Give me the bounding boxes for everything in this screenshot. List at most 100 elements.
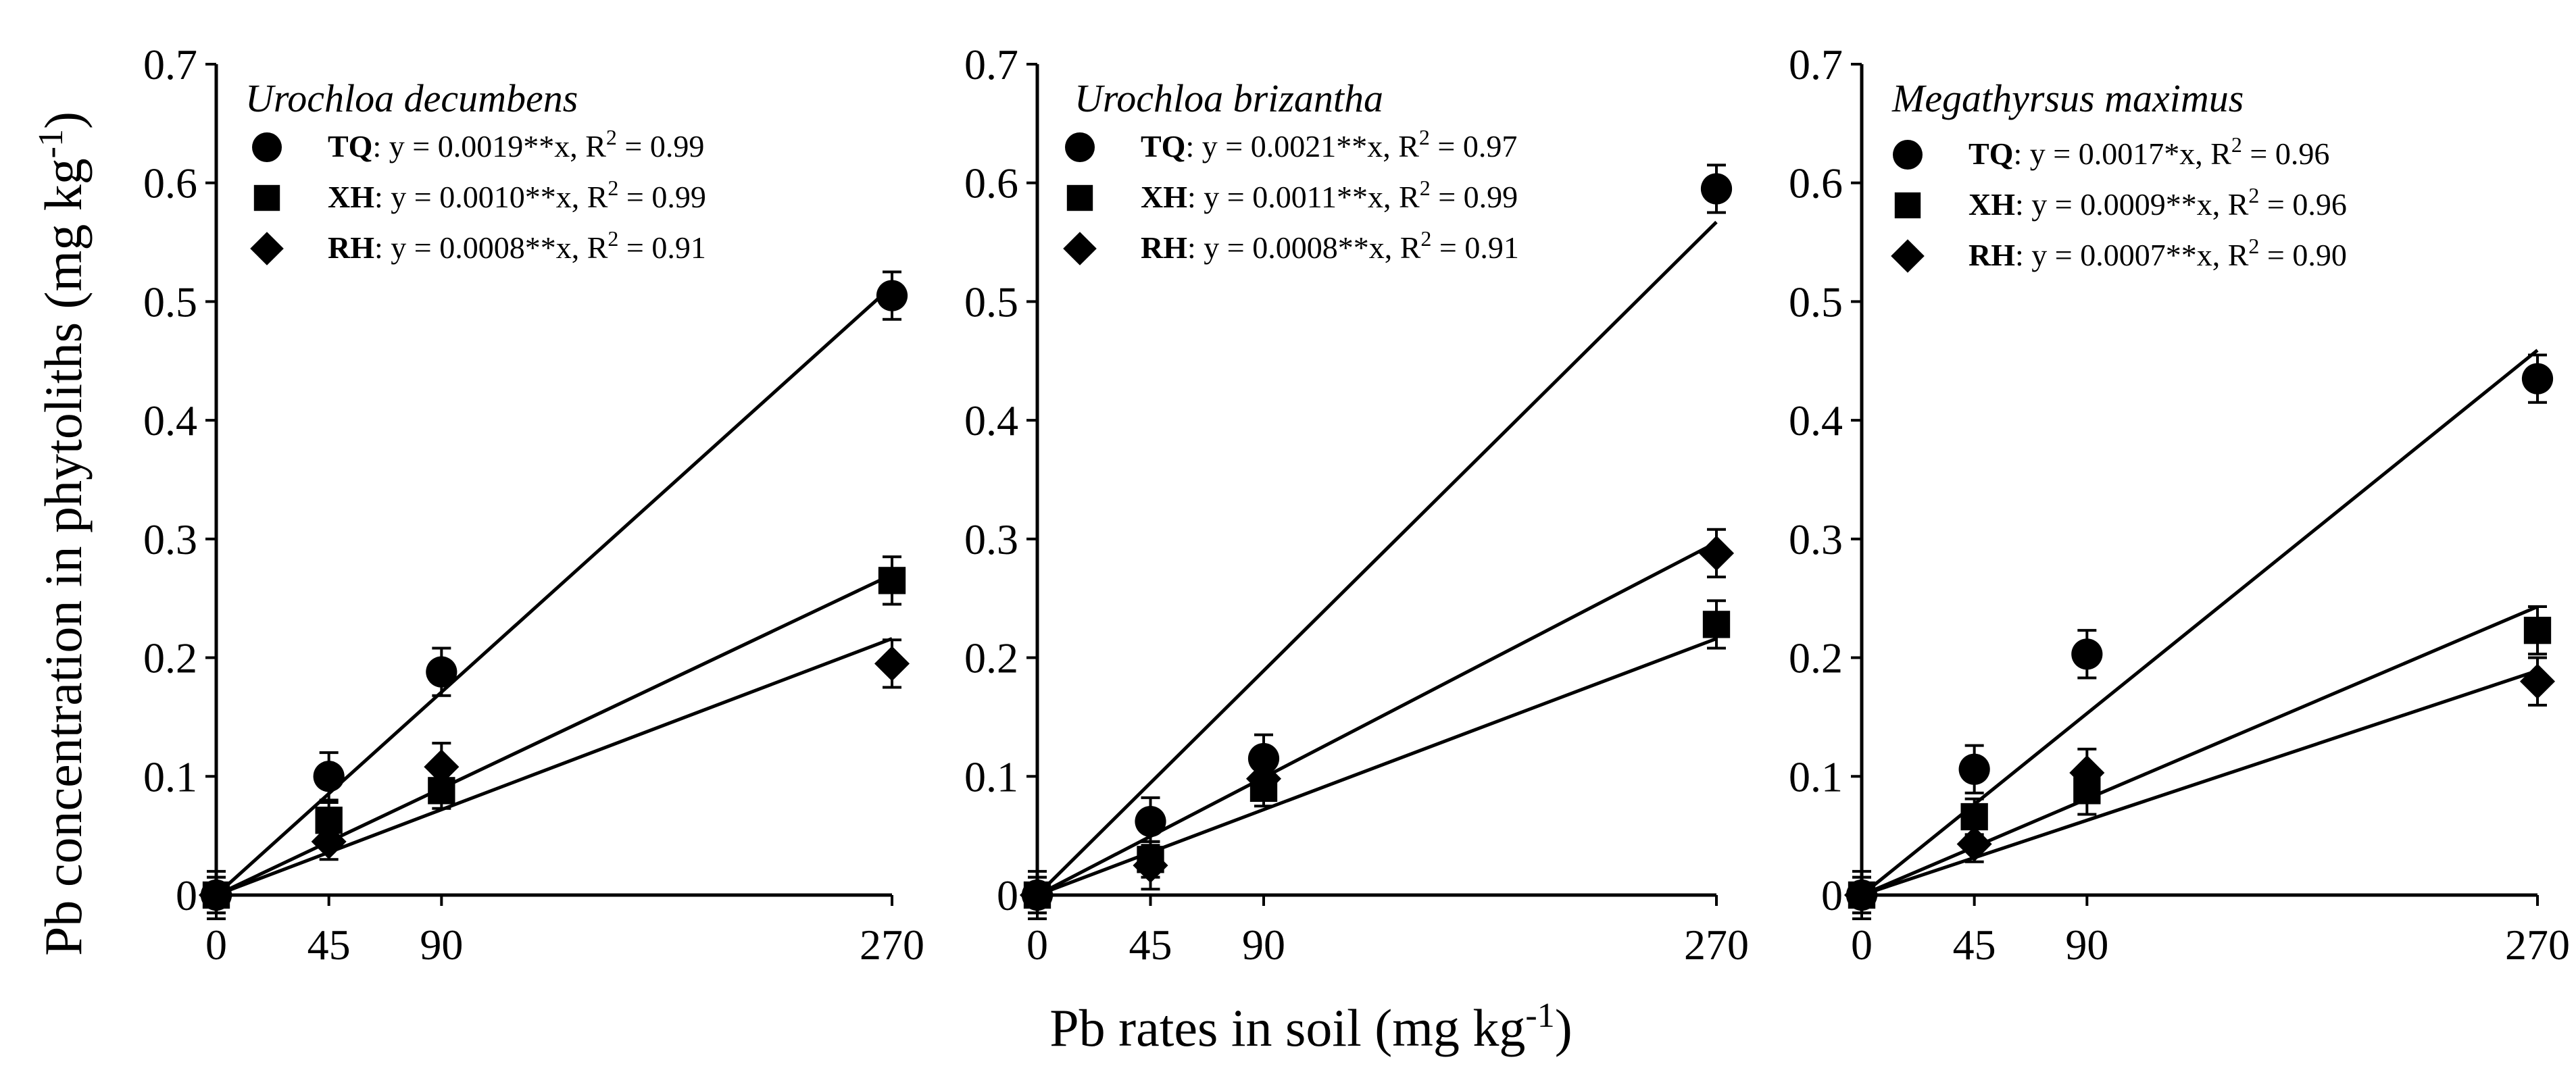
regression-line-rh [1861,669,2538,897]
legend-label: TQ: y = 0.0019**x, R2 = 0.99 [328,125,704,163]
legend-key: XH [1968,187,2015,222]
x-tick-label: 270 [2505,921,2570,969]
legend-r2-sup: 2 [1419,125,1430,149]
data-point-tq [1135,805,1166,838]
legend-label: TQ: y = 0.0021**x, R2 = 0.97 [1141,125,1517,163]
legend-r2-value: = 0.91 [618,230,705,265]
legend-r2-sup: 2 [608,226,618,251]
panel-title: Urochloa decumbens [245,76,578,120]
x-tick-label: 0 [1026,921,1048,969]
data-point-rh [1956,826,1992,862]
regression-line-xh [1036,540,1718,897]
legend-r2-sup: 2 [1420,176,1431,200]
data-point-rh [1843,877,1880,913]
legend-marker-diamond [1891,239,1925,273]
legend-equation: : y = 0.0008**x, R [374,230,608,265]
data-point-rh [198,877,234,913]
data-point-rh [424,749,460,785]
data-point-xh [2523,616,2552,644]
y-tick-label: 0.6 [964,159,1018,207]
x-tick-label: 45 [1953,921,1996,969]
y-tick-label: 0 [176,871,197,919]
panel-title: Urochloa brizantha [1074,76,1383,120]
data-point-tq [426,656,457,688]
legend-r2-sup: 2 [2248,183,2259,207]
x-tick-label: 45 [1129,921,1172,969]
legend-r2-value: = 0.90 [2259,238,2346,272]
x-tick-label: 90 [1242,921,1285,969]
legend-r2-value: = 0.99 [1431,180,1518,214]
data-point-xh [1702,611,1731,638]
data-point-tq [876,280,908,311]
y-tick-label: 0.3 [1789,515,1843,563]
y-tick-label: 0.7 [143,41,197,88]
data-point-rh [874,646,910,682]
legend-label: RH: y = 0.0007**x, R2 = 0.90 [1968,234,2347,272]
y-tick-label: 0.5 [143,278,197,326]
data-point-tq [1247,742,1280,775]
y-axis-title-sup: -1 [32,129,70,158]
legend-key: RH [1141,230,1187,265]
regression-line-tq [215,284,893,896]
legend-label: TQ: y = 0.0017*x, R2 = 0.96 [1968,132,2329,171]
legend-equation: : y = 0.0017*x, R [2013,136,2231,171]
legend-equation: : y = 0.0009**x, R [2015,187,2249,222]
y-tick-label: 0.7 [1789,41,1843,88]
regression-line-tq [1036,220,1718,896]
x-tick-label: 270 [860,921,924,969]
chart-panel-2: 0 0.1 0.2 0.3 0.4 0.5 0.6 0.7 0 45 90 270 Urochloa b… [964,41,1749,969]
legend-item-rh: RH: y = 0.0008**x, R2 = 0.91 [1063,226,1519,265]
legend-label: XH: y = 0.0011**x, R2 = 0.99 [1141,176,1518,214]
legend-r2-value: = 0.99 [617,129,704,163]
y-tick-label: 0.3 [964,515,1018,563]
legend-key: XH [328,180,374,214]
legend-equation: : y = 0.0011**x, R [1187,180,1420,214]
y-tick-label: 0.4 [964,397,1018,444]
legend-r2-value: = 0.96 [2242,136,2329,171]
legend-r2-value: = 0.97 [1430,129,1517,163]
legend-marker-circle [1065,132,1095,162]
y-tick-label: 0.2 [143,634,197,682]
legend-item-tq: TQ: y = 0.0017*x, R2 = 0.96 [1893,132,2329,171]
legend-item-rh: RH: y = 0.0008**x, R2 = 0.91 [250,226,706,265]
x-tick-label: 90 [2065,921,2108,969]
data-point-rh [1133,848,1168,884]
y-axis-title-main: Pb concentration in phytoliths (mg kg [34,158,93,956]
legend-r2-value: = 0.96 [2259,187,2346,222]
legend-equation: : y = 0.0007**x, R [2015,238,2249,272]
legend-marker-circle [1893,140,1923,170]
legend-key: TQ [328,129,372,163]
x-tick-label: 0 [1851,921,1873,969]
legend-key: XH [1141,180,1187,214]
legend-equation: : y = 0.0021**x, R [1185,129,1419,163]
legend-item-xh: XH: y = 0.0011**x, R2 = 0.99 [1066,176,1518,214]
y-tick-label: 0.7 [964,41,1018,88]
legend-r2-sup: 2 [606,125,617,149]
x-tick-label: 0 [205,921,227,969]
legend-label: RH: y = 0.0008**x, R2 = 0.91 [1141,226,1519,265]
x-tick-label: 90 [420,921,463,969]
legend-r2-value: = 0.99 [618,180,705,214]
y-tick-label: 0.1 [964,753,1018,800]
y-tick-label: 0.2 [964,634,1018,682]
panel-title: Megathyrsus maximus [1891,76,2244,120]
legend-r2-sup: 2 [1420,226,1431,251]
legend-item-rh: RH: y = 0.0007**x, R2 = 0.90 [1891,234,2347,273]
legend-label: XH: y = 0.0010**x, R2 = 0.99 [328,176,706,214]
y-tick-label: 0.6 [143,159,197,207]
y-tick-label: 0.3 [143,515,197,563]
legend-label: RH: y = 0.0008**x, R2 = 0.91 [328,226,706,265]
y-axis-title: Pb concentration in phytoliths (mg kg-1) [32,111,93,956]
y-tick-label: 0.1 [143,753,197,800]
data-point-rh [2519,663,2556,699]
legend-r2-sup: 2 [2248,234,2259,258]
panels: 0 0.1 0.2 0.3 0.4 0.5 0.6 0.7 0 45 90 270 Urochloa d… [143,41,2570,969]
data-point-rh [311,823,347,859]
data-point-rh [2069,755,2105,791]
legend-item-xh: XH: y = 0.0009**x, R2 = 0.96 [1894,183,2347,222]
y-tick-label: 0.4 [1789,397,1843,444]
y-tick-label: 0.4 [143,397,197,444]
legend-item-tq: TQ: y = 0.0019**x, R2 = 0.99 [252,125,704,163]
legend-label: XH: y = 0.0009**x, R2 = 0.96 [1968,183,2347,222]
